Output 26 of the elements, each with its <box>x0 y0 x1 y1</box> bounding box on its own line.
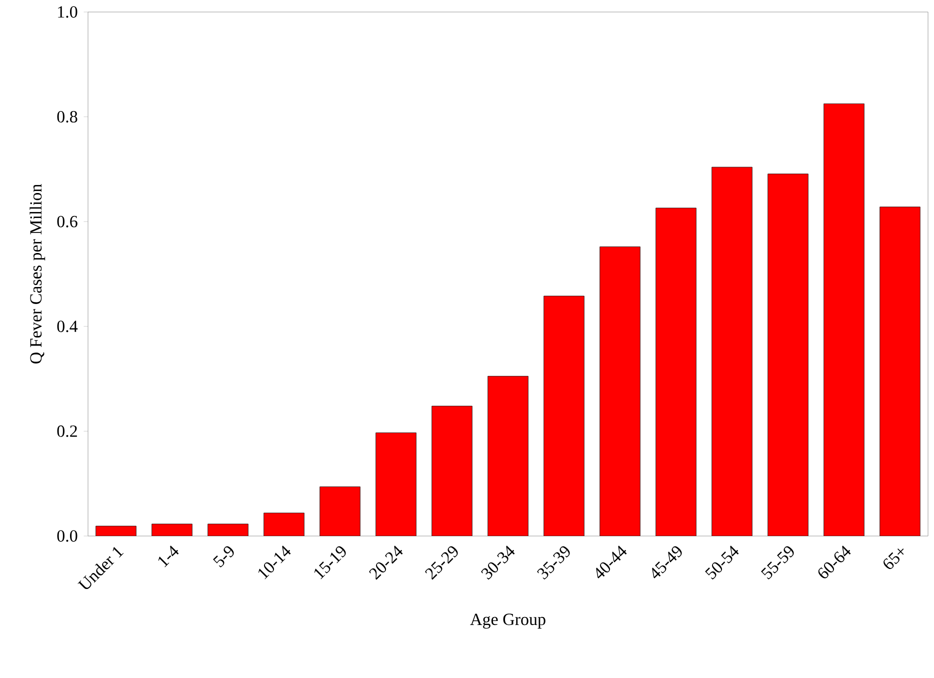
x-axis-title: Age Group <box>470 614 546 629</box>
bar <box>152 524 192 536</box>
bar <box>488 376 528 536</box>
bar <box>824 104 864 536</box>
bar <box>96 526 136 536</box>
y-axis-title: Q Fever Cases per Million <box>30 184 46 364</box>
bar <box>264 512 304 536</box>
bar <box>376 432 416 536</box>
bar <box>880 206 920 536</box>
bar <box>320 486 360 536</box>
bar <box>712 167 752 536</box>
y-tick-label: 0.2 <box>57 425 77 437</box>
x-tick-label: 5-9 <box>213 546 234 568</box>
y-tick-label: 0.0 <box>57 530 78 542</box>
bar <box>432 406 472 536</box>
bar <box>544 296 584 536</box>
y-tick-label: 0.6 <box>57 216 78 228</box>
x-tick-label: 1-4 <box>158 546 179 568</box>
y-tick-label: 0.8 <box>57 111 78 123</box>
x-tick-label: 65+ <box>884 548 904 570</box>
bar <box>208 524 248 536</box>
bar <box>656 208 696 536</box>
bar <box>768 174 808 536</box>
y-tick-label: 1.0 <box>58 6 78 18</box>
y-tick-label: 0.4 <box>57 320 78 332</box>
bar <box>600 246 640 536</box>
